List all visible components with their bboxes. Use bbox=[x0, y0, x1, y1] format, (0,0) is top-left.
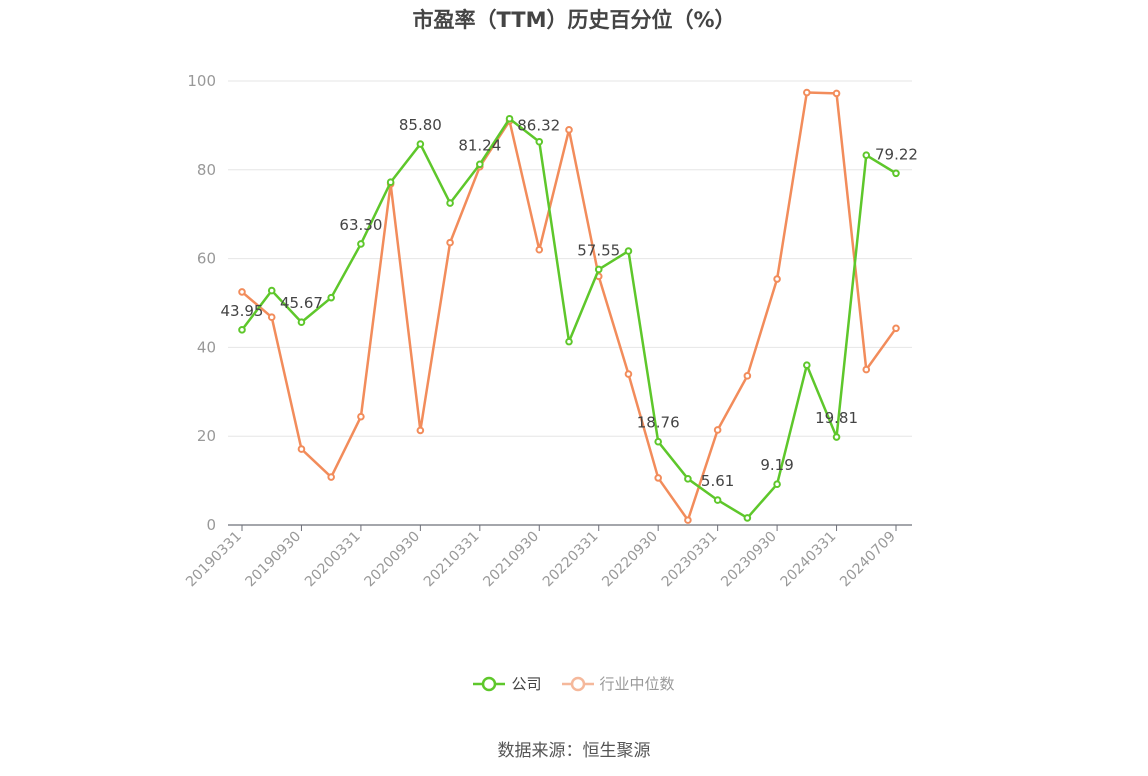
data-point-company bbox=[238, 326, 246, 334]
data-label: 79.22 bbox=[875, 145, 918, 163]
x-tick-label: 20240331 bbox=[778, 529, 840, 591]
data-point-company bbox=[713, 496, 722, 504]
data-point-industry bbox=[624, 370, 633, 378]
series-line-industry bbox=[241, 91, 898, 522]
data-label: 19.81 bbox=[815, 409, 858, 427]
data-label: 18.76 bbox=[637, 414, 680, 432]
x-tick-label: 20200930 bbox=[361, 529, 423, 591]
data-point-company bbox=[386, 178, 395, 187]
legend-item-company[interactable]: 公司 bbox=[473, 673, 542, 694]
data-point-industry bbox=[297, 445, 306, 453]
grid-layer bbox=[228, 80, 912, 437]
data-point-company bbox=[594, 265, 603, 274]
legend-company-label: 公司 bbox=[511, 675, 542, 693]
data-point-industry bbox=[892, 324, 900, 333]
x-tick-label: 20200331 bbox=[302, 529, 364, 591]
data-source: 数据来源：恒生聚源 bbox=[497, 741, 651, 761]
data-point-company bbox=[446, 199, 454, 207]
y-tick-label: 20 bbox=[197, 427, 216, 445]
data-label-layer: 43.95 45.67 63.30 85.80 81.24 86.32 57.55 18.76… bbox=[221, 116, 918, 490]
data-point-industry bbox=[743, 372, 752, 380]
data-point-company bbox=[832, 433, 841, 441]
data-point-industry bbox=[773, 275, 781, 283]
data-point-industry bbox=[832, 89, 841, 98]
data-point-company bbox=[773, 480, 781, 488]
x-tick-label: 20220930 bbox=[599, 529, 661, 591]
data-label: 43.95 bbox=[221, 302, 264, 320]
data-point-industry bbox=[327, 473, 335, 481]
x-tick-label: 20190331 bbox=[183, 529, 245, 591]
data-point-company bbox=[357, 240, 365, 248]
data-point-company bbox=[505, 114, 514, 123]
legend-industry-marker-icon bbox=[561, 676, 594, 691]
data-point-company bbox=[654, 437, 662, 446]
y-tick-label: 60 bbox=[197, 250, 216, 268]
data-point-industry bbox=[238, 288, 246, 296]
data-point-company bbox=[416, 140, 425, 148]
x-tick-label: 20230331 bbox=[659, 529, 721, 591]
x-tick-label: 20210331 bbox=[421, 529, 483, 591]
legend-item-industry[interactable]: 行业中位数 bbox=[561, 673, 675, 694]
data-label: 5.61 bbox=[701, 472, 734, 490]
data-point-industry bbox=[654, 474, 662, 482]
data-point-industry bbox=[862, 365, 871, 374]
legend-industry-label: 行业中位数 bbox=[599, 675, 675, 693]
data-point-company bbox=[476, 160, 484, 169]
data-label: 57.55 bbox=[577, 241, 620, 259]
series-layer bbox=[238, 88, 900, 524]
data-point-industry bbox=[416, 426, 425, 435]
axis-layer: 0 20 40 60 80 100 2019033120190930202003312020… bbox=[183, 72, 912, 590]
y-tick-label: 100 bbox=[187, 72, 216, 90]
data-point-industry bbox=[565, 126, 573, 134]
data-point-company bbox=[267, 286, 276, 295]
data-point-company bbox=[684, 475, 692, 483]
legend-company-marker-icon bbox=[473, 676, 506, 691]
x-tick-label: 20220331 bbox=[540, 529, 602, 591]
y-tick-label: 40 bbox=[197, 338, 216, 356]
y-tick-label: 0 bbox=[206, 516, 216, 534]
data-label: 86.32 bbox=[517, 117, 560, 135]
data-point-company bbox=[297, 318, 306, 327]
y-tick-label: 80 bbox=[197, 161, 216, 179]
data-point-industry bbox=[267, 313, 276, 322]
data-label: 45.67 bbox=[280, 294, 323, 312]
legend: 公司 行业中位数 bbox=[0, 673, 1148, 694]
data-point-company bbox=[565, 337, 573, 346]
data-point-industry bbox=[684, 516, 692, 524]
data-label: 63.30 bbox=[339, 216, 382, 234]
data-point-company bbox=[743, 514, 752, 522]
data-point-company bbox=[892, 169, 900, 178]
data-label: 85.80 bbox=[399, 116, 442, 134]
data-point-industry bbox=[357, 412, 365, 421]
data-point-company bbox=[803, 361, 811, 369]
x-tick-label: 20230930 bbox=[718, 529, 780, 591]
x-tick-label: 20240709 bbox=[837, 529, 899, 591]
data-point-company bbox=[327, 293, 335, 302]
data-point-company bbox=[624, 247, 633, 255]
chart-title: 市盈率（TTM）历史百分位（%） bbox=[412, 8, 736, 32]
data-point-industry bbox=[803, 88, 811, 97]
data-point-industry bbox=[535, 245, 544, 254]
x-tick-label: 20210930 bbox=[480, 529, 542, 591]
data-point-industry bbox=[713, 426, 722, 434]
data-label: 81.24 bbox=[458, 136, 501, 154]
data-point-company bbox=[535, 137, 544, 146]
data-point-industry bbox=[446, 238, 454, 247]
x-tick-label: 20190930 bbox=[243, 529, 305, 591]
data-label: 9.19 bbox=[760, 456, 793, 474]
data-point-company bbox=[862, 151, 871, 159]
